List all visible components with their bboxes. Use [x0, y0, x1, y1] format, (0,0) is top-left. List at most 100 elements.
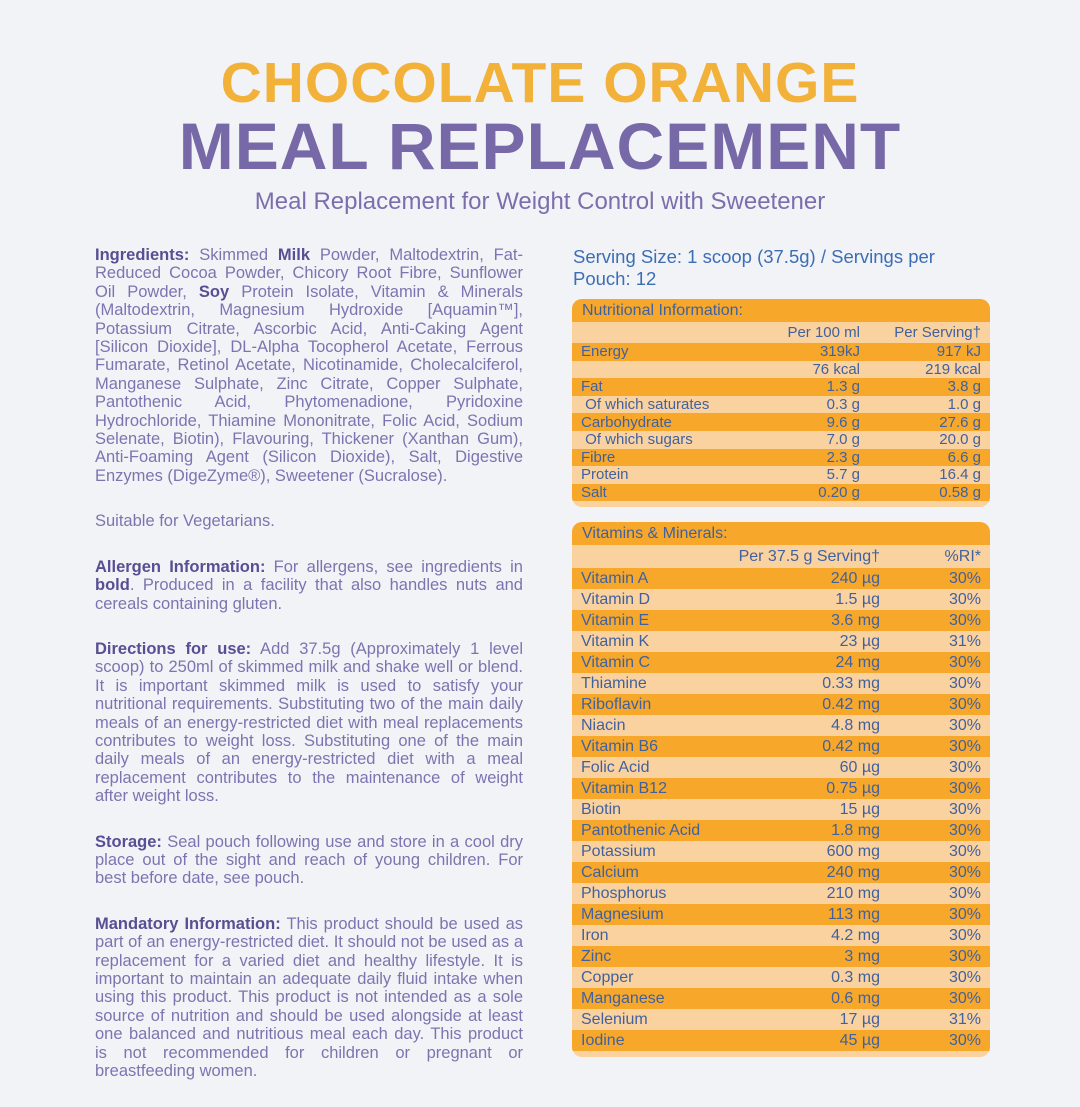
vitamin-name: Vitamin B12: [581, 779, 667, 797]
vitamin-ri-percent: 30%: [948, 905, 981, 923]
vitamin-amount: 0.3 mg: [831, 968, 880, 986]
storage-paragraph: Storage: Seal pouch following use and st…: [95, 833, 523, 888]
vitamin-name: Calcium: [581, 863, 639, 881]
nutrient-name: Of which saturates: [581, 396, 710, 414]
vitamin-table-row: Potassium 600 mg 30%: [572, 841, 990, 862]
table-bottom-padding: [572, 501, 990, 507]
vitamin-name: Vitamin A: [581, 569, 649, 587]
ingredients-text: Skimmed: [189, 246, 278, 264]
vitamin-amount: 23 µg: [839, 632, 880, 650]
vitamin-name: Selenium: [581, 1010, 648, 1028]
vitamin-amount: 1.8 mg: [831, 821, 880, 839]
vitamin-table-row: Magnesium 113 mg 30%: [572, 904, 990, 926]
vitamin-name: Magnesium: [581, 905, 664, 923]
nutrition-table-row: Of which saturates 0.3 g 1.0 g: [572, 396, 990, 414]
vitamin-ri-percent: 30%: [948, 758, 981, 776]
vitamin-amount: 17 µg: [839, 1010, 880, 1028]
vitamin-name: Thiamine: [581, 674, 647, 692]
nutrition-table-row: Salt 0.20 g 0.58 g: [572, 483, 990, 502]
vitamin-name: Folic Acid: [581, 758, 650, 776]
vitamin-name: Iron: [581, 926, 609, 944]
allergen-bold-milk: Milk: [277, 246, 311, 264]
nutrient-name: Fibre: [581, 448, 616, 466]
vitamin-amount: 4.2 mg: [831, 926, 880, 944]
vitamin-amount: 0.42 mg: [822, 695, 880, 713]
vitamin-ri-percent: 30%: [948, 779, 981, 797]
vitamin-table-row: Vitamin E 3.6 mg 30%: [572, 610, 990, 632]
allergen-label: Allergen Information:: [95, 557, 266, 576]
vitamin-amount: 15 µg: [839, 800, 880, 818]
vitamin-table-row: Niacin 4.8 mg 30%: [572, 715, 990, 736]
ingredients-text: Powder, Maltodextrin, Fat-Reduced Cocoa …: [95, 246, 523, 301]
vitamin-table-row: Folic Acid 60 µg 30%: [572, 757, 990, 778]
vitamin-table-row: Calcium 240 mg 30%: [572, 862, 990, 884]
vitamin-ri-percent: 30%: [948, 569, 981, 587]
nutrient-name: Fat: [581, 378, 603, 396]
vitamins-col-ri: %RI*: [944, 547, 981, 565]
vitamin-table-row: Manganese 0.6 mg 30%: [572, 988, 990, 1010]
vitamin-ri-percent: 30%: [948, 737, 981, 755]
vitamin-amount: 240 µg: [830, 569, 880, 587]
nutrient-value-per-serving: 6.6 g: [947, 448, 981, 466]
mandatory-label: Mandatory Information:: [95, 914, 281, 933]
nutrient-value-per-serving: 0.58 g: [939, 484, 981, 502]
vitamin-table-row: Vitamin A 240 µg 30%: [572, 568, 990, 590]
vitamin-amount: 240 mg: [826, 863, 880, 881]
nutrient-value-per-serving: 917 kJ: [936, 343, 981, 361]
vitamin-ri-percent: 30%: [948, 695, 981, 713]
vitamin-table-row: Riboflavin 0.42 mg 30%: [572, 694, 990, 716]
vitamin-name: Vitamin K: [581, 632, 650, 650]
vitamin-table-row: Vitamin K 23 µg 31%: [572, 631, 990, 652]
vitamin-ri-percent: 30%: [948, 968, 981, 986]
vitamins-col-per-serving: Per 37.5 g Serving†: [738, 547, 880, 565]
nutrition-table-column-headers: Per 100 ml Per Serving†: [572, 322, 990, 343]
nutrition-col-per-100ml: Per 100 ml: [787, 324, 860, 341]
nutrient-name: Energy: [581, 343, 629, 361]
nutrition-column: Serving Size: 1 scoop (37.5g) / Servings…: [572, 246, 990, 1058]
vitamin-amount: 0.42 mg: [822, 737, 880, 755]
vitamin-name: Niacin: [581, 716, 626, 734]
nutrition-col-per-serving: Per Serving†: [894, 324, 981, 341]
vitamin-table-row: Thiamine 0.33 mg 30%: [572, 673, 990, 694]
vitamin-table-row: Biotin 15 µg 30%: [572, 799, 990, 820]
nutrient-value-per-100ml: 7.0 g: [826, 431, 860, 449]
vitamin-table-row: Pantothenic Acid 1.8 mg 30%: [572, 820, 990, 842]
vitamin-amount: 4.8 mg: [831, 716, 880, 734]
vitamin-ri-percent: 31%: [948, 1010, 981, 1028]
mandatory-text: This product should be used as part of a…: [95, 914, 523, 1081]
vitamin-ri-percent: 30%: [948, 863, 981, 881]
vitamins-table-column-headers: Per 37.5 g Serving† %RI*: [572, 545, 990, 568]
vitamin-name: Riboflavin: [581, 695, 652, 713]
vitamin-table-row: Zinc 3 mg 30%: [572, 946, 990, 968]
vitamin-ri-percent: 30%: [948, 590, 981, 608]
nutrient-value-per-serving: 1.0 g: [947, 396, 981, 414]
vitamin-ri-percent: 30%: [948, 653, 981, 671]
nutrient-value-per-100ml: 0.3 g: [826, 396, 860, 414]
vitamin-name: Zinc: [581, 947, 612, 965]
vitamin-name: Manganese: [581, 989, 665, 1007]
nutrient-name: Of which sugars: [581, 431, 693, 449]
vitamin-ri-percent: 30%: [948, 884, 981, 902]
vitamin-name: Iodine: [581, 1031, 625, 1049]
vitamin-amount: 3.6 mg: [831, 611, 880, 629]
vitamin-table-row: Vitamin B12 0.75 µg 30%: [572, 778, 990, 800]
nutrient-value-per-100ml: 1.3 g: [826, 378, 860, 396]
vitamin-amount: 45 µg: [839, 1031, 880, 1049]
vitamin-name: Phosphorus: [581, 884, 667, 902]
vitamin-table-row: Phosphorus 210 mg 30%: [572, 883, 990, 904]
nutrition-table-row: 76 kcal 219 kcal: [572, 361, 990, 379]
directions-label: Directions for use:: [95, 639, 252, 658]
vitamin-name: Potassium: [581, 842, 656, 860]
nutrient-value-per-serving: 20.0 g: [939, 431, 981, 449]
vitamin-table-row: Copper 0.3 mg 30%: [572, 967, 990, 988]
product-subtitle: Meal Replacement for Weight Control with…: [254, 188, 826, 215]
nutrient-value-per-100ml: 319kJ: [819, 343, 860, 361]
nutrient-name: Salt: [581, 484, 607, 502]
nutrient-name: Protein: [581, 466, 629, 484]
vitamin-ri-percent: 30%: [948, 674, 981, 692]
vitamin-amount: 0.6 mg: [831, 989, 880, 1007]
vitamin-amount: 3 mg: [844, 947, 880, 965]
ingredients-paragraph: Ingredients: Skimmed Milk Powder, Maltod…: [95, 246, 523, 485]
vitamin-ri-percent: 30%: [948, 800, 981, 818]
vitamin-ri-percent: 30%: [948, 926, 981, 944]
